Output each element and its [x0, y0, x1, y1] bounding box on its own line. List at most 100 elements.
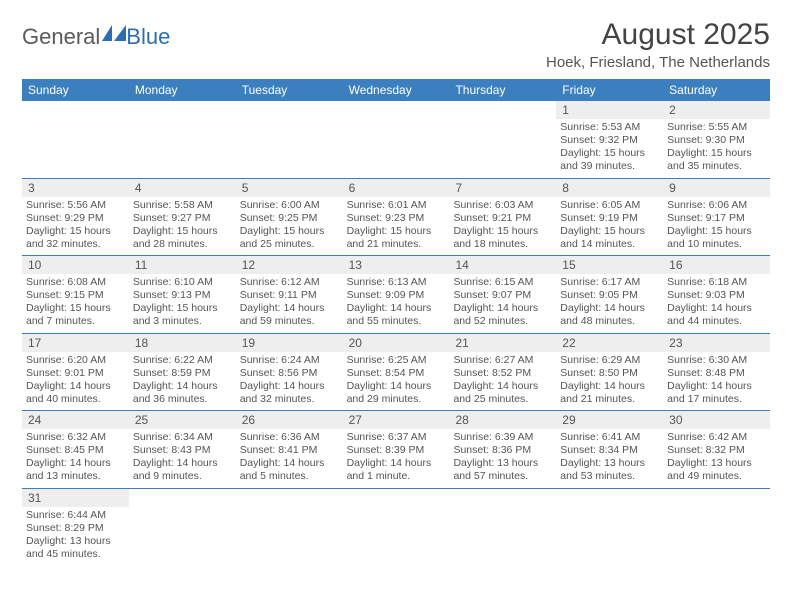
sunset-text: Sunset: 9:03 PM [667, 289, 766, 302]
sunset-text: Sunset: 8:39 PM [347, 444, 446, 457]
day-cell: 29Sunrise: 6:41 AMSunset: 8:34 PMDayligh… [556, 411, 663, 488]
sunrise-text: Sunrise: 6:01 AM [347, 199, 446, 212]
day-number: 7 [449, 179, 556, 197]
daylight-text: Daylight: 14 hours and 40 minutes. [26, 380, 125, 406]
day-cell: 26Sunrise: 6:36 AMSunset: 8:41 PMDayligh… [236, 411, 343, 488]
day-body: Sunrise: 6:39 AMSunset: 8:36 PMDaylight:… [449, 429, 556, 488]
sunrise-text: Sunrise: 6:08 AM [26, 276, 125, 289]
empty-day-cell [449, 489, 556, 566]
day-number: 1 [556, 101, 663, 119]
sunset-text: Sunset: 9:05 PM [560, 289, 659, 302]
daylight-text: Daylight: 14 hours and 36 minutes. [133, 380, 232, 406]
sunrise-text: Sunrise: 5:55 AM [667, 121, 766, 134]
day-number: 6 [343, 179, 450, 197]
daylight-text: Daylight: 14 hours and 59 minutes. [240, 302, 339, 328]
sunrise-text: Sunrise: 6:03 AM [453, 199, 552, 212]
sunset-text: Sunset: 9:15 PM [26, 289, 125, 302]
day-number: 4 [129, 179, 236, 197]
day-body: Sunrise: 6:12 AMSunset: 9:11 PMDaylight:… [236, 274, 343, 333]
sunset-text: Sunset: 9:01 PM [26, 367, 125, 380]
day-body: Sunrise: 6:00 AMSunset: 9:25 PMDaylight:… [236, 197, 343, 256]
weekday-header: Monday [129, 79, 236, 101]
day-body: Sunrise: 5:55 AMSunset: 9:30 PMDaylight:… [663, 119, 770, 178]
day-cell: 11Sunrise: 6:10 AMSunset: 9:13 PMDayligh… [129, 256, 236, 333]
daylight-text: Daylight: 14 hours and 32 minutes. [240, 380, 339, 406]
sunrise-text: Sunrise: 6:06 AM [667, 199, 766, 212]
location-label: Hoek, Friesland, The Netherlands [546, 54, 770, 71]
sunrise-text: Sunrise: 6:42 AM [667, 431, 766, 444]
day-cell: 24Sunrise: 6:32 AMSunset: 8:45 PMDayligh… [22, 411, 129, 488]
day-cell: 10Sunrise: 6:08 AMSunset: 9:15 PMDayligh… [22, 256, 129, 333]
day-body: Sunrise: 6:36 AMSunset: 8:41 PMDaylight:… [236, 429, 343, 488]
daylight-text: Daylight: 14 hours and 13 minutes. [26, 457, 125, 483]
sunset-text: Sunset: 8:29 PM [26, 522, 125, 535]
day-cell: 16Sunrise: 6:18 AMSunset: 9:03 PMDayligh… [663, 256, 770, 333]
sunset-text: Sunset: 8:43 PM [133, 444, 232, 457]
sunrise-text: Sunrise: 6:25 AM [347, 354, 446, 367]
sunset-text: Sunset: 8:32 PM [667, 444, 766, 457]
day-cell: 28Sunrise: 6:39 AMSunset: 8:36 PMDayligh… [449, 411, 556, 488]
sunrise-text: Sunrise: 6:12 AM [240, 276, 339, 289]
day-body: Sunrise: 6:10 AMSunset: 9:13 PMDaylight:… [129, 274, 236, 333]
day-cell: 19Sunrise: 6:24 AMSunset: 8:56 PMDayligh… [236, 334, 343, 411]
day-cell: 14Sunrise: 6:15 AMSunset: 9:07 PMDayligh… [449, 256, 556, 333]
day-body: Sunrise: 6:03 AMSunset: 9:21 PMDaylight:… [449, 197, 556, 256]
daylight-text: Daylight: 13 hours and 57 minutes. [453, 457, 552, 483]
day-body: Sunrise: 5:58 AMSunset: 9:27 PMDaylight:… [129, 197, 236, 256]
daylight-text: Daylight: 15 hours and 25 minutes. [240, 225, 339, 251]
day-body: Sunrise: 6:41 AMSunset: 8:34 PMDaylight:… [556, 429, 663, 488]
sunrise-text: Sunrise: 6:34 AM [133, 431, 232, 444]
sunrise-text: Sunrise: 6:29 AM [560, 354, 659, 367]
day-body: Sunrise: 6:34 AMSunset: 8:43 PMDaylight:… [129, 429, 236, 488]
daylight-text: Daylight: 15 hours and 10 minutes. [667, 225, 766, 251]
day-cell: 13Sunrise: 6:13 AMSunset: 9:09 PMDayligh… [343, 256, 450, 333]
sunset-text: Sunset: 9:19 PM [560, 212, 659, 225]
empty-day-cell [556, 489, 663, 566]
day-number: 21 [449, 334, 556, 352]
sunrise-text: Sunrise: 6:22 AM [133, 354, 232, 367]
sunrise-text: Sunrise: 6:36 AM [240, 431, 339, 444]
day-body: Sunrise: 6:29 AMSunset: 8:50 PMDaylight:… [556, 352, 663, 411]
day-cell: 20Sunrise: 6:25 AMSunset: 8:54 PMDayligh… [343, 334, 450, 411]
week-row: 10 Sunrise: 6:08 AMSunset: 9:15 PM Dayligh… [22, 256, 770, 334]
day-number: 23 [663, 334, 770, 352]
calendar-page: General Blue August 2025 Hoek, Friesland… [0, 0, 792, 583]
day-number: 2 [663, 101, 770, 119]
daylight-text: Daylight: 14 hours and 1 minute. [347, 457, 446, 483]
day-body: Sunrise: 6:42 AMSunset: 8:32 PMDaylight:… [663, 429, 770, 488]
sunrise-text: Sunrise: 6:18 AM [667, 276, 766, 289]
empty-day-cell [343, 101, 450, 178]
day-number: 13 [343, 256, 450, 274]
empty-day-cell [22, 101, 129, 178]
month-title: August 2025 [546, 18, 770, 52]
day-cell: 25Sunrise: 6:34 AMSunset: 8:43 PMDayligh… [129, 411, 236, 488]
week-row: 17Sunrise: 6:20 AMSunset: 9:01 PMDayligh… [22, 334, 770, 412]
day-body: Sunrise: 6:01 AMSunset: 9:23 PMDaylight:… [343, 197, 450, 256]
sunrise-text: Sunrise: 6:24 AM [240, 354, 339, 367]
sunset-text: Sunset: 9:17 PM [667, 212, 766, 225]
day-body: Sunrise: 6:22 AMSunset: 8:59 PMDaylight:… [129, 352, 236, 411]
daylight-text: Daylight: 15 hours and 18 minutes. [453, 225, 552, 251]
sunset-text: Sunset: 9:27 PM [133, 212, 232, 225]
sunset-text: Sunset: 8:48 PM [667, 367, 766, 380]
day-number: 20 [343, 334, 450, 352]
sunset-text: Sunset: 8:41 PM [240, 444, 339, 457]
empty-day-cell [343, 489, 450, 566]
week-row: 31Sunrise: 6:44 AMSunset: 8:29 PMDayligh… [22, 489, 770, 566]
day-number: 16 [663, 256, 770, 274]
sunrise-text: Sunrise: 6:37 AM [347, 431, 446, 444]
day-number: 14 [449, 256, 556, 274]
sunset-text: Sunset: 8:34 PM [560, 444, 659, 457]
day-number: 19 [236, 334, 343, 352]
sunrise-text: Sunrise: 6:17 AM [560, 276, 659, 289]
sunset-text: Sunset: 9:21 PM [453, 212, 552, 225]
daylight-text: Daylight: 15 hours and 14 minutes. [560, 225, 659, 251]
logo: General Blue [22, 24, 170, 50]
day-cell: 23Sunrise: 6:30 AMSunset: 8:48 PMDayligh… [663, 334, 770, 411]
sunset-text: Sunset: 8:36 PM [453, 444, 552, 457]
day-number: 10 [22, 256, 129, 274]
sunset-text: Sunset: 8:52 PM [453, 367, 552, 380]
daylight-text: Daylight: 13 hours and 53 minutes. [560, 457, 659, 483]
day-number: 11 [129, 256, 236, 274]
sunset-text: Sunset: 9:30 PM [667, 134, 766, 147]
